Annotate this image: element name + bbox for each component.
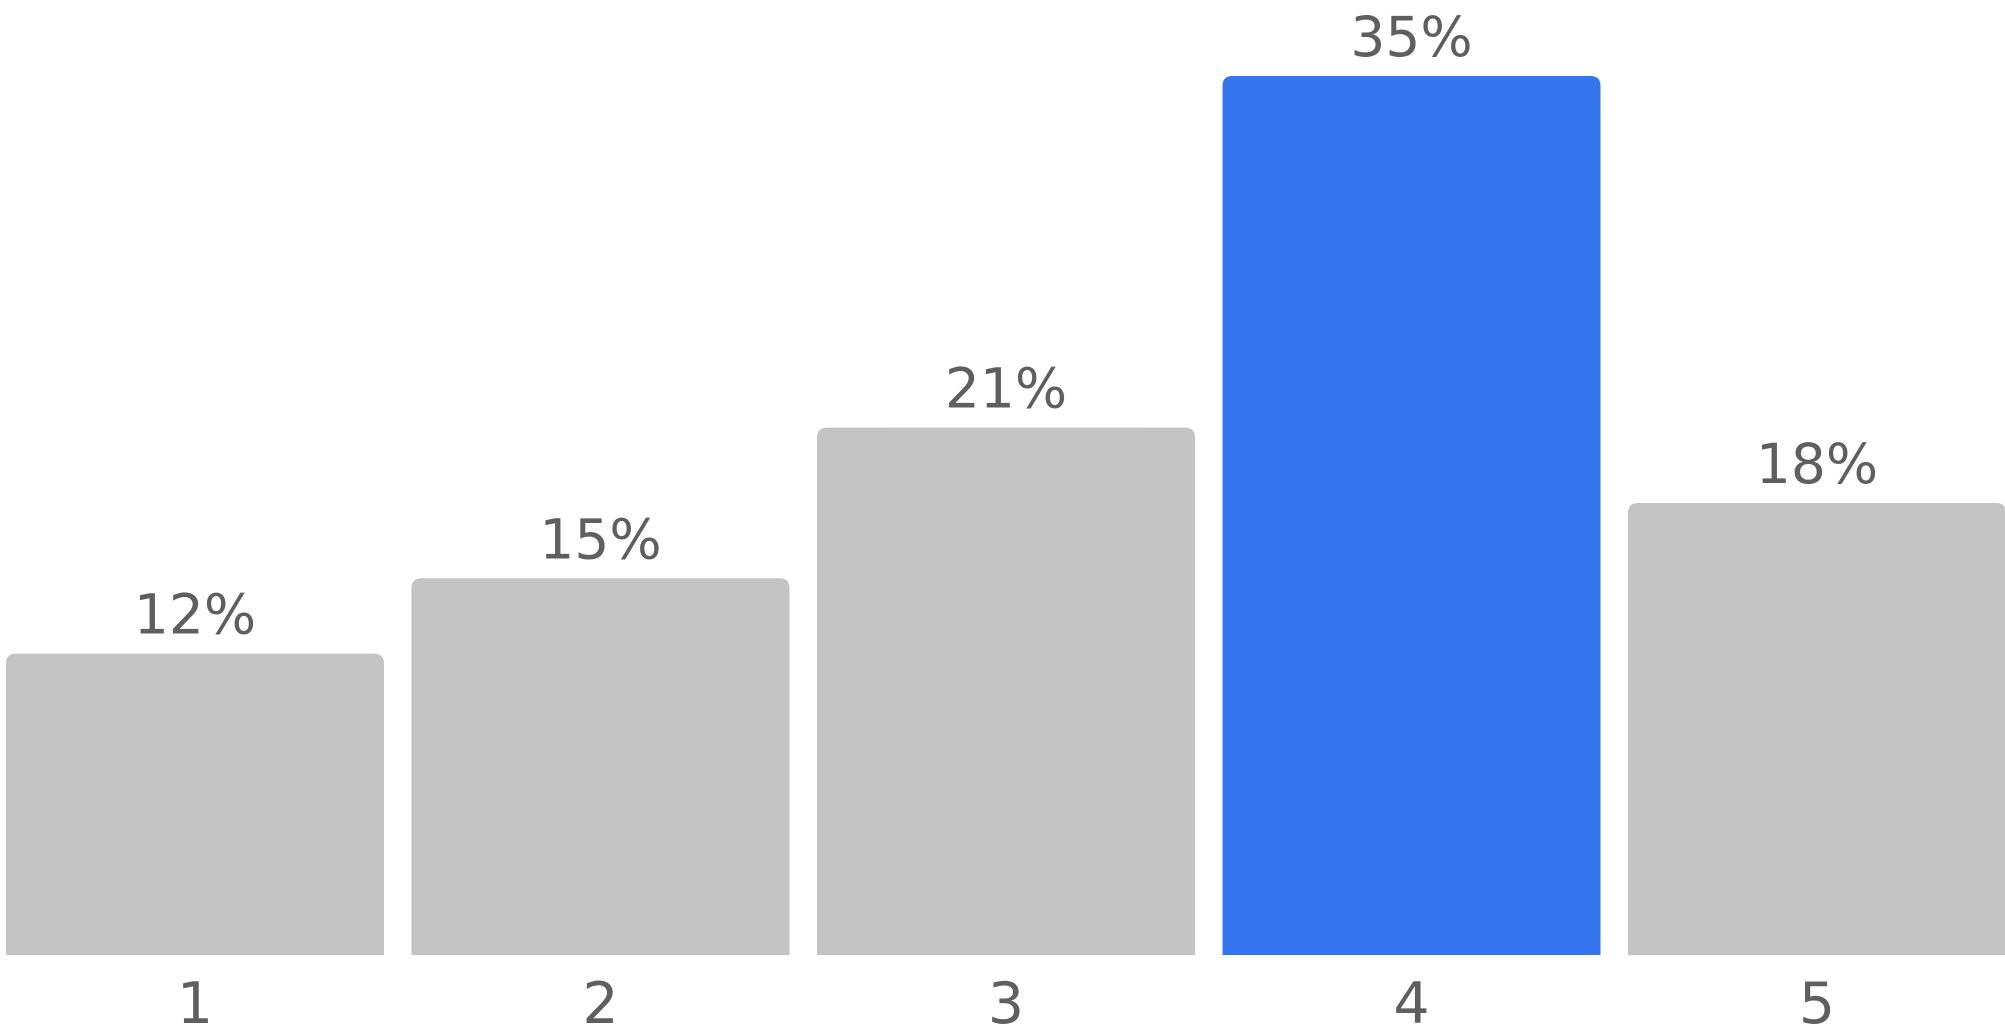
bar-4 xyxy=(1222,76,1601,955)
bars-group xyxy=(6,76,2005,956)
value-label-5: 18% xyxy=(1756,432,1878,496)
category-label-1: 1 xyxy=(177,971,213,1032)
category-label-3: 3 xyxy=(988,971,1024,1032)
category-labels-group: 1 2 3 4 5 xyxy=(177,971,1835,1032)
category-label-4: 4 xyxy=(1393,971,1429,1032)
bar-5 xyxy=(1628,502,2005,955)
bar-2 xyxy=(411,578,790,955)
value-label-3: 21% xyxy=(945,357,1067,421)
category-label-5: 5 xyxy=(1799,971,1835,1032)
value-labels-group: 12% 15% 21% 35% 18% xyxy=(134,5,1878,647)
category-label-2: 2 xyxy=(582,971,618,1032)
value-label-1: 12% xyxy=(134,583,256,647)
bar-3 xyxy=(817,427,1195,956)
bar-1 xyxy=(6,653,384,955)
value-label-2: 15% xyxy=(539,507,661,571)
value-label-4: 35% xyxy=(1350,5,1472,69)
